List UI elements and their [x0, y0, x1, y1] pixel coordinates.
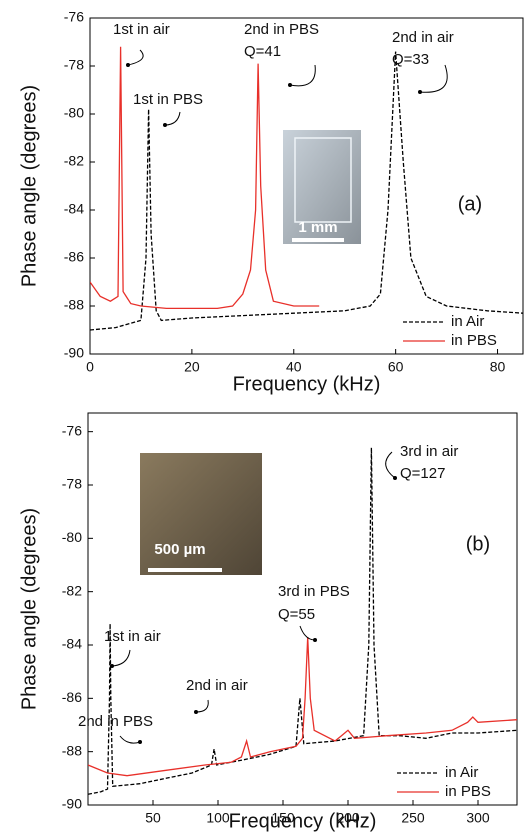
scale-label: 1 mm [298, 219, 337, 236]
x-tick-label: 80 [490, 359, 506, 375]
y-tick-label: -86 [64, 249, 84, 265]
scale-label: 500 µm [154, 541, 205, 558]
arrow-head [288, 83, 292, 87]
arrow-head [418, 90, 422, 94]
y-tick-label: -78 [62, 476, 82, 492]
annotation: 1st in PBS [133, 91, 203, 108]
arrow-head [194, 710, 198, 714]
arrow-head [126, 63, 130, 67]
annotation-arrow [195, 699, 209, 713]
legend-label: in Air [445, 764, 478, 781]
sample-outline [294, 137, 352, 223]
y-tick-label: -90 [62, 796, 82, 812]
x-tick-label: 300 [466, 810, 490, 826]
x-tick-label: 200 [336, 810, 360, 826]
arrow-head [138, 740, 142, 744]
series-line [90, 46, 320, 310]
y-axis-label: Phase angle (degrees) [18, 85, 40, 287]
annotation-arrow [164, 111, 181, 126]
annotation-arrow [127, 49, 144, 66]
y-tick-label: -80 [62, 529, 82, 545]
x-axis-label: Frequency (kHz) [233, 373, 381, 395]
y-tick-label: -80 [64, 105, 84, 121]
arrow-head [110, 664, 114, 668]
annotation: Q=41 [244, 43, 281, 60]
x-tick-label: 100 [206, 810, 230, 826]
annotation: Q=55 [278, 606, 315, 623]
panel-label: (a) [458, 193, 482, 215]
legend-label: in PBS [445, 783, 491, 800]
y-tick-label: -78 [64, 57, 84, 73]
annotation: Q=33 [392, 51, 429, 68]
annotation: 2nd in air [392, 29, 454, 46]
y-tick-label: -88 [64, 297, 84, 313]
x-axis-label: Frequency (kHz) [229, 810, 377, 832]
x-tick-label: 0 [86, 359, 94, 375]
annotation: 2nd in air [186, 677, 248, 694]
panel-label: (b) [466, 533, 490, 555]
series-line [88, 636, 517, 777]
legend-label: in PBS [451, 332, 497, 349]
y-tick-label: -82 [64, 153, 84, 169]
x-tick-label: 60 [388, 359, 404, 375]
annotation: 2nd in PBS [244, 21, 319, 38]
plot-frame [89, 17, 524, 355]
annotation-arrow [299, 625, 316, 641]
annotation-arrow [111, 649, 131, 667]
annotation: 1st in air [104, 628, 161, 645]
y-tick-label: -90 [64, 345, 84, 361]
x-tick-label: 40 [286, 359, 302, 375]
y-tick-label: -76 [64, 9, 84, 25]
x-tick-label: 20 [184, 359, 200, 375]
arrow-head [313, 638, 317, 642]
y-tick-label: -84 [64, 201, 84, 217]
y-axis-label: Phase angle (degrees) [18, 508, 40, 710]
y-tick-label: -88 [62, 742, 82, 758]
x-tick-label: 150 [271, 810, 295, 826]
inset-photo [283, 130, 361, 244]
arrow-head [393, 476, 397, 480]
annotation: 3rd in air [400, 443, 458, 460]
annotation-arrow [385, 451, 396, 479]
x-tick-label: 250 [401, 810, 425, 826]
annotation-arrow [119, 735, 141, 744]
series-line [88, 447, 517, 795]
annotation: 1st in air [113, 21, 170, 38]
arrow-head [163, 123, 167, 127]
legend-label: in Air [451, 313, 484, 330]
x-tick-label: 50 [145, 810, 161, 826]
plot-frame [87, 412, 518, 806]
series-line [90, 51, 523, 331]
annotation: Q=127 [400, 465, 445, 482]
annotation-arrow [289, 64, 316, 87]
y-tick-label: -84 [62, 636, 82, 652]
inset-photo [140, 453, 262, 575]
annotation: 2nd in PBS [78, 713, 153, 730]
annotation-arrow [419, 64, 448, 93]
annotation: 3rd in PBS [278, 583, 350, 600]
y-tick-label: -82 [62, 582, 82, 598]
y-tick-label: -86 [62, 689, 82, 705]
y-tick-label: -76 [62, 422, 82, 438]
